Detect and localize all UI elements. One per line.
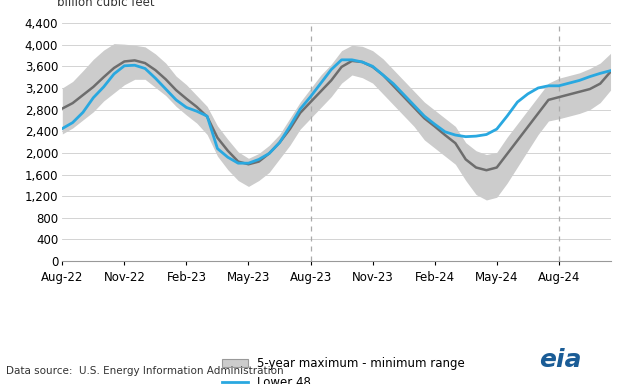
Legend: 5-year maximum - minimum range, Lower 48, 5-year average: 5-year maximum - minimum range, Lower 48…	[222, 358, 465, 384]
Text: eia: eia	[540, 349, 582, 372]
Text: Data source:  U.S. Energy Information Administration: Data source: U.S. Energy Information Adm…	[6, 366, 284, 376]
Text: billion cubic feet: billion cubic feet	[57, 0, 155, 9]
